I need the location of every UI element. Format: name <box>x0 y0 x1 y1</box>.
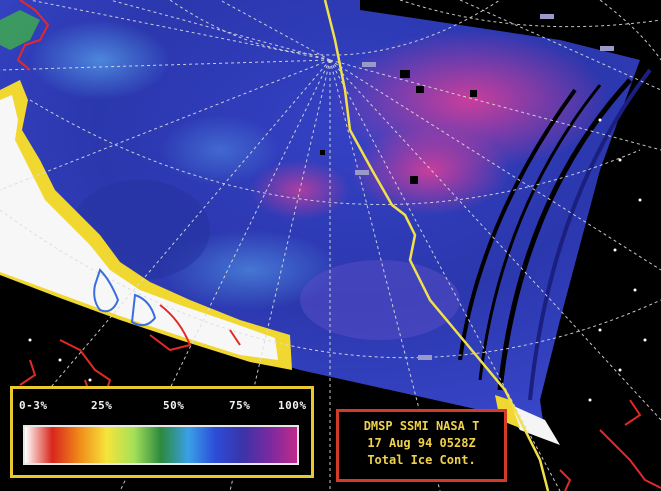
ice-concentration-legend: 0-3% 25% 50% 75% 100% <box>10 386 314 478</box>
legend-color-bar <box>23 425 299 465</box>
legend-tick-75: 75% <box>229 399 251 412</box>
info-box: DMSP SSMI NASA T 17 Aug 94 0528Z Total I… <box>336 409 507 482</box>
coastline <box>16 0 661 491</box>
legend-tick-labels: 0-3% 25% 50% 75% 100% <box>19 399 309 415</box>
date-time-label: 17 Aug 94 0528Z <box>367 436 476 450</box>
legend-tick-25: 25% <box>91 399 113 412</box>
legend-tick-50: 50% <box>163 399 185 412</box>
product-label: Total Ice Cont. <box>367 453 476 467</box>
grid-labels <box>355 14 614 360</box>
legend-tick-0: 0-3% <box>19 399 48 412</box>
legend-tick-100: 100% <box>278 399 307 412</box>
grid-dots <box>28 118 647 402</box>
swath-gaps <box>458 68 652 401</box>
sensor-label: DMSP SSMI NASA T <box>363 419 480 433</box>
satellite-track <box>323 0 550 491</box>
